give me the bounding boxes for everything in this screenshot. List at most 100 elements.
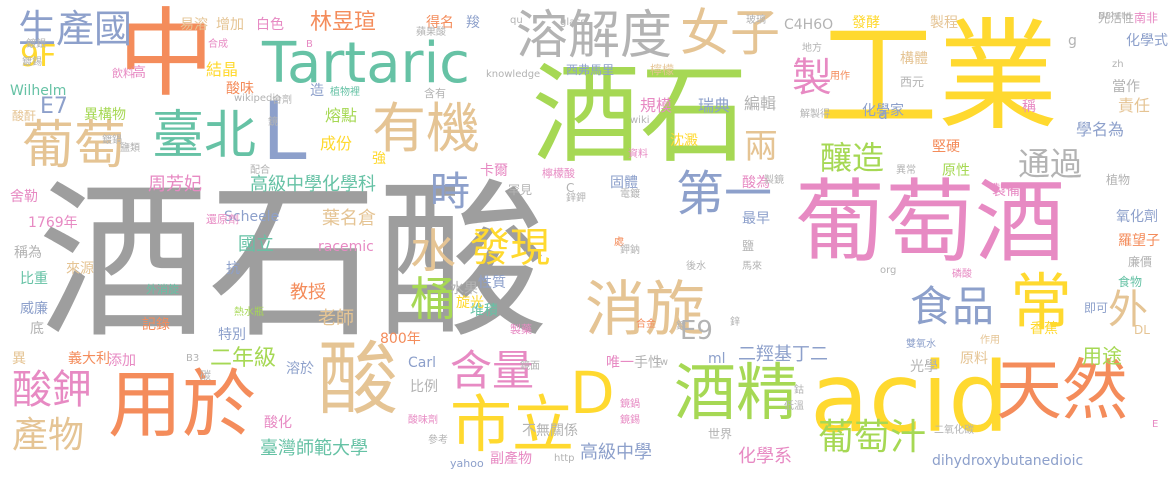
- word: B: [306, 39, 313, 50]
- word: 800年: [380, 331, 421, 347]
- word: 製備: [992, 183, 1020, 199]
- word: 女子: [680, 4, 780, 62]
- word: 規模: [640, 96, 673, 115]
- word: 增加: [216, 17, 244, 33]
- word: D: [570, 359, 615, 427]
- word: 9F: [20, 39, 57, 74]
- word: 西元: [900, 75, 925, 89]
- word: 鋅鉀: [566, 193, 586, 204]
- word: 產物: [12, 415, 85, 456]
- word: Tartaric: [262, 31, 470, 96]
- word: 工業: [818, 8, 1058, 147]
- word: 酸味劑: [408, 415, 438, 426]
- word: E9: [680, 316, 713, 346]
- word: acid: [810, 342, 1010, 454]
- word: 檸檬酸: [542, 167, 575, 180]
- word: 異構物: [84, 107, 126, 123]
- word: 羅望子: [1118, 233, 1160, 249]
- word: 異: [12, 351, 26, 367]
- word: 酸鉀: [12, 367, 92, 413]
- word: 罕見: [508, 183, 533, 197]
- word: 含量: [450, 346, 535, 395]
- word: 舍勒: [10, 189, 38, 205]
- word: 林昱瑄: [310, 10, 377, 35]
- word: 雙氧水: [906, 339, 936, 350]
- word: 低溫: [784, 401, 804, 412]
- word: 氧化劑: [1116, 209, 1158, 225]
- word: 植物: [1106, 173, 1131, 187]
- word: 植物裡: [330, 87, 360, 98]
- word: 作用: [980, 335, 1000, 346]
- word: 發現: [470, 225, 550, 271]
- word: 含有: [424, 87, 446, 100]
- word: B3: [186, 353, 200, 364]
- word: 第一: [676, 166, 773, 222]
- word: 1769年: [28, 215, 78, 231]
- word: 飲料: [112, 67, 134, 80]
- word: 副產物: [490, 451, 532, 467]
- word: 鏡鍋: [620, 399, 640, 410]
- word: 最早: [742, 211, 770, 227]
- word: g: [1068, 33, 1077, 49]
- word: 羧: [466, 15, 480, 31]
- word: 用途: [1082, 344, 1122, 368]
- word: 製鏡: [764, 175, 784, 186]
- word: 熔點: [325, 106, 358, 125]
- word: 天然: [996, 352, 1128, 429]
- word: 檸檬: [650, 63, 675, 77]
- word: 鹽: [742, 239, 755, 253]
- word: 用於: [108, 362, 256, 448]
- word: 後水: [686, 261, 706, 272]
- word: 鍍: [676, 321, 686, 332]
- word: 電鍍: [620, 189, 640, 200]
- word: 光活性: [1098, 11, 1135, 25]
- word: 鹽類: [120, 143, 140, 154]
- word: 蘋果酸: [416, 27, 446, 38]
- word: 比例: [410, 379, 438, 395]
- word: L: [262, 85, 307, 178]
- word: 通過: [1018, 145, 1083, 183]
- word: 發酵: [852, 15, 880, 31]
- word: 消旋: [585, 275, 705, 345]
- word: 用作: [830, 71, 850, 82]
- word: 強: [372, 151, 386, 167]
- word: 高級中學: [580, 442, 652, 463]
- word: 葡萄: [22, 116, 127, 176]
- word: 沈澱: [670, 133, 698, 149]
- word: 鈷: [794, 385, 804, 396]
- word: 溶於: [286, 361, 314, 377]
- word: 時: [430, 169, 470, 215]
- word: 酸酐: [12, 109, 37, 123]
- word: 參考: [428, 435, 448, 446]
- word: 溶解度: [516, 6, 673, 66]
- word: 手性: [634, 355, 662, 371]
- word: 釀造: [820, 139, 885, 177]
- word: 卡爾: [480, 163, 508, 179]
- word: 比重: [20, 271, 48, 287]
- word: org: [880, 265, 897, 276]
- word: 不無關係: [522, 423, 578, 439]
- word: 酒石: [532, 53, 749, 178]
- word: 底: [30, 321, 44, 337]
- word: 得名: [426, 15, 454, 31]
- word: 稱: [1022, 99, 1036, 115]
- word: 食品: [910, 282, 995, 331]
- word: 固體: [610, 175, 638, 191]
- word: 結晶: [206, 60, 239, 79]
- word: 威廉: [20, 301, 48, 317]
- word: 高級中學化學科: [250, 174, 376, 195]
- word: 製程: [930, 15, 958, 31]
- word: 兩: [744, 127, 778, 167]
- word: 食物: [1118, 275, 1143, 289]
- word: C: [566, 181, 575, 195]
- word: 馬來: [742, 261, 762, 272]
- word: 外消旋: [146, 283, 179, 296]
- word: 瑞典: [698, 96, 731, 115]
- word: 水: [410, 224, 456, 278]
- word: 酸化: [264, 415, 292, 431]
- word: 高: [132, 65, 146, 81]
- word: 處: [614, 237, 624, 248]
- word: dihydroxybutanedioic: [932, 453, 1084, 469]
- word: 易溶: [180, 17, 208, 33]
- word: knowledge: [486, 69, 541, 80]
